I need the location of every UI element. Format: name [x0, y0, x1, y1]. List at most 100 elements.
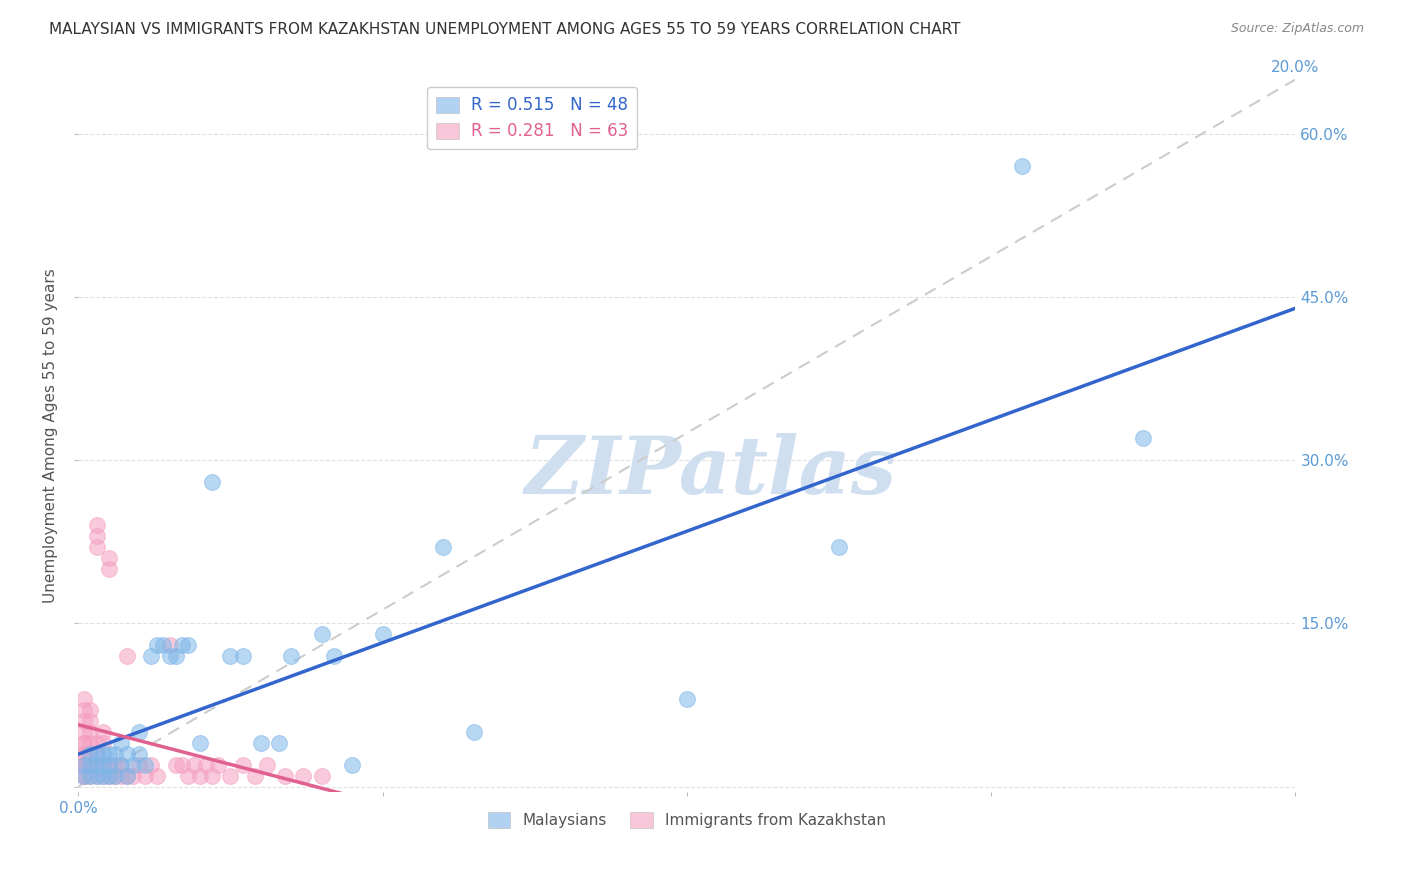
Legend: Malaysians, Immigrants from Kazakhstan: Malaysians, Immigrants from Kazakhstan [481, 806, 893, 834]
Point [1132, 432, 1154, 446]
Point [269, 736, 291, 750]
Point [73, 757, 96, 772]
Point [115, 769, 138, 783]
Point [79, 757, 101, 772]
Point [274, 769, 297, 783]
Point [86, 529, 108, 543]
Point [250, 736, 273, 750]
Point [122, 769, 145, 783]
Point [188, 769, 211, 783]
Point [91, 769, 114, 783]
Point [73, 714, 96, 729]
Point [79, 747, 101, 761]
Point [177, 769, 200, 783]
Point [91, 725, 114, 739]
Point [311, 627, 333, 641]
Point [91, 747, 114, 761]
Point [73, 757, 96, 772]
Point [134, 757, 156, 772]
Point [232, 757, 254, 772]
Point [280, 648, 302, 663]
Point [1011, 160, 1033, 174]
Point [195, 757, 218, 772]
Point [219, 769, 242, 783]
Point [73, 769, 96, 783]
Point [201, 475, 224, 489]
Point [73, 736, 96, 750]
Point [463, 725, 485, 739]
Point [97, 551, 120, 566]
Point [177, 638, 200, 652]
Point [73, 747, 96, 761]
Point [86, 757, 108, 772]
Point [79, 703, 101, 717]
Point [110, 757, 132, 772]
Text: ZIPatlas: ZIPatlas [524, 433, 897, 510]
Point [219, 648, 242, 663]
Point [115, 648, 138, 663]
Point [141, 648, 163, 663]
Point [104, 769, 127, 783]
Y-axis label: Unemployment Among Ages 55 to 59 years: Unemployment Among Ages 55 to 59 years [44, 268, 58, 603]
Point [432, 540, 454, 554]
Point [73, 747, 96, 761]
Point [170, 638, 193, 652]
Point [110, 769, 132, 783]
Point [232, 648, 254, 663]
Point [97, 747, 120, 761]
Point [79, 769, 101, 783]
Point [73, 736, 96, 750]
Point [97, 757, 120, 772]
Point [91, 769, 114, 783]
Point [79, 725, 101, 739]
Point [91, 757, 114, 772]
Point [165, 757, 187, 772]
Point [86, 540, 108, 554]
Point [73, 692, 96, 706]
Point [73, 769, 96, 783]
Point [115, 747, 138, 761]
Point [79, 747, 101, 761]
Point [73, 703, 96, 717]
Point [188, 736, 211, 750]
Point [97, 562, 120, 576]
Point [86, 518, 108, 533]
Point [128, 725, 150, 739]
Point [141, 757, 163, 772]
Point [91, 757, 114, 772]
Point [91, 736, 114, 750]
Text: Source: ZipAtlas.com: Source: ZipAtlas.com [1230, 22, 1364, 36]
Point [170, 757, 193, 772]
Point [104, 769, 127, 783]
Point [134, 769, 156, 783]
Point [340, 757, 363, 772]
Point [152, 638, 174, 652]
Point [86, 769, 108, 783]
Point [165, 648, 187, 663]
Point [128, 757, 150, 772]
Point [128, 747, 150, 761]
Point [73, 757, 96, 772]
Point [183, 757, 205, 772]
Point [256, 757, 278, 772]
Point [79, 757, 101, 772]
Point [159, 648, 181, 663]
Point [201, 769, 224, 783]
Point [322, 648, 344, 663]
Point [676, 692, 699, 706]
Point [86, 757, 108, 772]
Point [73, 757, 96, 772]
Point [110, 757, 132, 772]
Point [86, 747, 108, 761]
Point [122, 757, 145, 772]
Point [146, 769, 169, 783]
Point [311, 769, 333, 783]
Point [86, 736, 108, 750]
Point [86, 747, 108, 761]
Point [207, 757, 229, 772]
Point [371, 627, 394, 641]
Point [79, 714, 101, 729]
Point [79, 769, 101, 783]
Point [79, 757, 101, 772]
Point [243, 769, 266, 783]
